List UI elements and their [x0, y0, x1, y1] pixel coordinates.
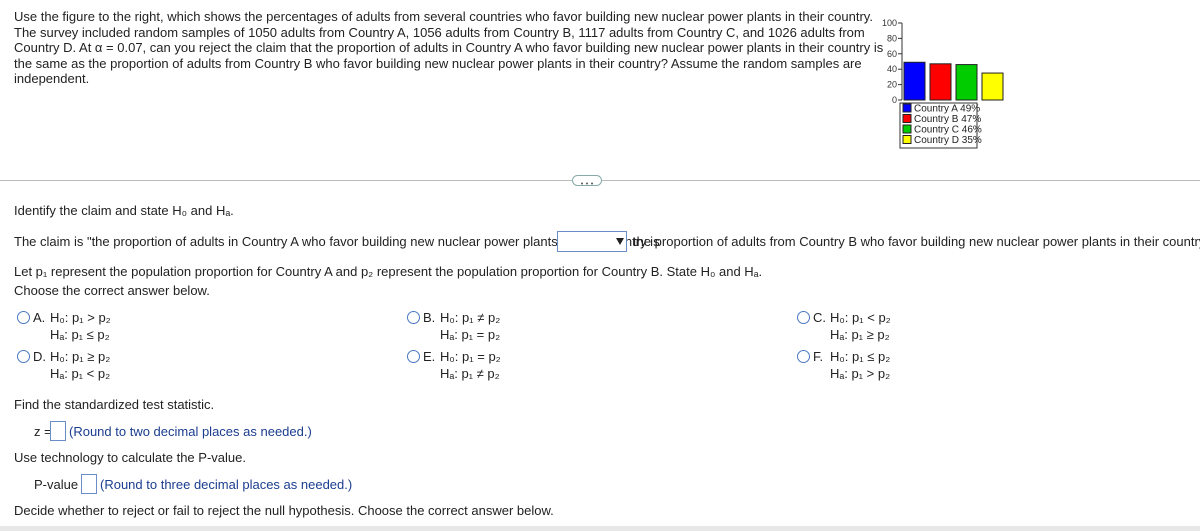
problem-text: Use the figure to the right, which shows… — [14, 9, 884, 86]
question-text: Find the standardized test statistic. — [14, 397, 215, 412]
legend-value: 46% — [962, 125, 982, 136]
claim-dropdown[interactable] — [557, 231, 627, 252]
identify-text: Identify the claim and state H₀ and Hₐ. — [14, 203, 234, 218]
radio-button[interactable] — [797, 311, 810, 324]
y-tick-label: 80 — [887, 33, 897, 43]
radio-button[interactable] — [407, 350, 420, 363]
y-tick-label: 60 — [887, 49, 897, 59]
input-label: z = — [34, 424, 52, 439]
legend-swatch — [902, 124, 912, 134]
bar — [981, 72, 1004, 101]
instruction-text: Choose the correct answer below. — [14, 283, 210, 298]
question-text: Decide whether to reject or fail to reje… — [14, 503, 554, 518]
legend-label: Country A 49% — [914, 104, 980, 115]
null-hypothesis: H₀: p₁ < p₂ — [830, 310, 891, 325]
legend-label: Country D 35% — [914, 135, 982, 146]
bottom-bar — [0, 526, 1200, 531]
null-hypothesis: H₀: p₁ = p₂ — [440, 349, 501, 364]
option-letter: C. — [813, 310, 826, 325]
legend-swatch — [902, 114, 912, 123]
null-hypothesis: H₀: p₁ ≤ p₂ — [830, 349, 891, 364]
bar — [903, 61, 926, 101]
y-tick-label: 0 — [892, 95, 897, 105]
alternative-hypothesis: Hₐ: p₁ = p₂ — [440, 327, 501, 342]
legend-value: 49% — [960, 104, 980, 115]
hint-text: (Round to two decimal places as needed.) — [69, 424, 312, 439]
legend-swatch — [902, 135, 912, 144]
legend-category: Country A — [914, 104, 958, 115]
input-label: P-value = — [34, 477, 90, 492]
legend-swatch — [902, 103, 912, 113]
option-letter: E. — [423, 349, 436, 364]
alternative-hypothesis: Hₐ: p₁ ≥ p₂ — [830, 327, 890, 342]
legend-label: Country B 47% — [914, 114, 981, 125]
alternative-hypothesis: Hₐ: p₁ ≤ p₂ — [50, 327, 110, 342]
y-tick-label: 100 — [882, 18, 897, 28]
question-text: Use technology to calculate the P-value. — [14, 450, 246, 465]
null-hypothesis: H₀: p₁ > p₂ — [50, 310, 111, 325]
bar — [929, 63, 952, 101]
legend-value: 35% — [962, 135, 982, 146]
let-text: Let p₁ represent the population proporti… — [14, 264, 763, 279]
expand-button[interactable] — [572, 175, 602, 186]
alternative-hypothesis: Hₐ: p₁ > p₂ — [830, 366, 891, 381]
alternative-hypothesis: Hₐ: p₁ ≠ p₂ — [440, 366, 500, 381]
radio-button[interactable] — [797, 350, 810, 363]
hint-text: (Round to three decimal places as needed… — [100, 477, 353, 492]
option-letter: B. — [423, 310, 436, 325]
legend-label: Country C 46% — [914, 125, 982, 136]
ellipsis-icon — [581, 182, 593, 185]
null-hypothesis: H₀: p₁ ≥ p₂ — [50, 349, 111, 364]
legend-value: 47% — [961, 114, 981, 125]
y-tick-label: 40 — [887, 64, 897, 74]
option-letter: D. — [33, 349, 46, 364]
radio-button[interactable] — [407, 311, 420, 324]
p-value-input[interactable] — [81, 474, 97, 494]
option-letter: F. — [813, 349, 824, 364]
null-hypothesis: H₀: p₁ ≠ p₂ — [440, 310, 501, 325]
bar — [955, 64, 978, 101]
legend-category: Country C — [914, 125, 959, 136]
z-input[interactable] — [50, 421, 66, 441]
alternative-hypothesis: Hₐ: p₁ < p₂ — [50, 366, 111, 381]
y-tick-label: 20 — [887, 80, 897, 90]
claim-text: The claim is "the proportion of adults i… — [14, 234, 660, 249]
radio-button[interactable] — [17, 311, 30, 324]
dropdown-arrow — [616, 238, 624, 245]
claim-text: the proportion of adults from Country B … — [633, 234, 1200, 249]
option-letter: A. — [33, 310, 46, 325]
legend-category: Country B — [914, 114, 959, 125]
radio-button[interactable] — [17, 350, 30, 363]
legend-category: Country D — [914, 135, 959, 146]
legend-box — [899, 102, 978, 149]
